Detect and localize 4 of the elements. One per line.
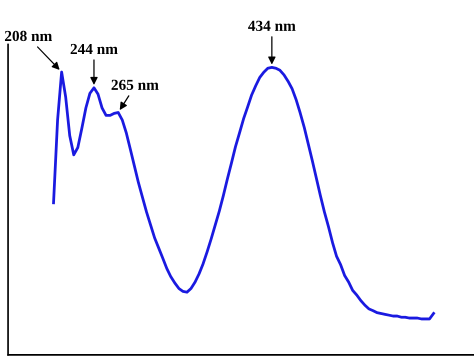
text: 244 nm: [70, 44, 118, 54]
text: 208 nm: [4, 30, 52, 42]
annotation: 265 nm: [112, 80, 159, 90]
text: 434 nm: [248, 20, 296, 31]
